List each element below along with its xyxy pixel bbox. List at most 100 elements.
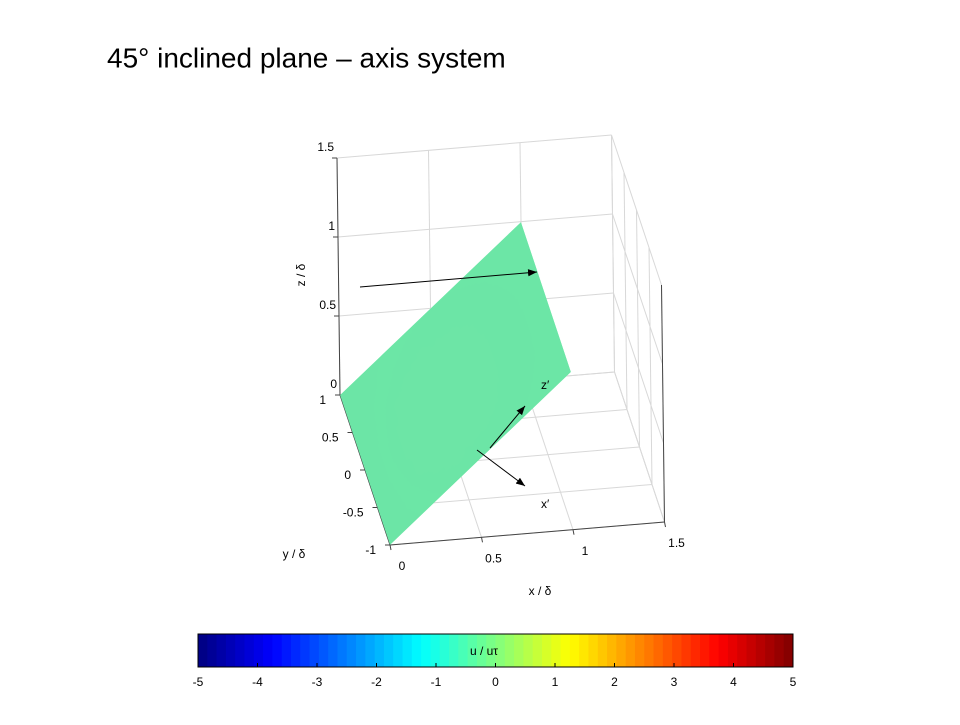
colorbar-cell xyxy=(709,634,720,667)
grid-line xyxy=(336,134,612,159)
grid-line xyxy=(611,134,662,286)
colorbar-cell xyxy=(504,634,515,667)
colorbar: -5 -4 -3 -2 -1 0 1 2 3 4 5 xyxy=(193,633,797,689)
colorbar-cell xyxy=(486,634,496,667)
colorbar-cell xyxy=(765,634,775,667)
colorbar-cell xyxy=(625,634,636,667)
colorbar-cell xyxy=(755,634,766,667)
colorbar-cell xyxy=(579,634,589,667)
tick xyxy=(664,521,666,528)
colorbar-cell xyxy=(439,634,450,667)
colorbar-tick-label: 1 xyxy=(552,675,559,689)
colorbar-cell xyxy=(597,634,608,667)
colorbar-cell xyxy=(700,634,710,667)
colorbar-cell xyxy=(588,634,599,667)
colorbar-cell xyxy=(532,634,543,667)
colorbar-cell xyxy=(737,634,748,667)
colorbar-cell xyxy=(523,634,534,667)
colorbar-tick-label: -1 xyxy=(431,675,442,689)
annotation: x′ xyxy=(541,497,550,511)
colorbar-cell xyxy=(514,634,524,667)
colorbar-tick-label: 4 xyxy=(730,675,737,689)
colorbar-tick-label: -5 xyxy=(193,675,204,689)
colorbar-cell xyxy=(421,634,431,667)
colorbar-tick-label: 0 xyxy=(492,675,499,689)
colorbar-cell xyxy=(337,634,348,667)
colorbar-tick-label: 2 xyxy=(611,675,618,689)
x-tick-label: 1 xyxy=(582,544,589,558)
z-tick-label: 0.5 xyxy=(319,298,336,312)
colorbar-cell xyxy=(430,634,441,667)
arrow xyxy=(489,405,526,449)
y-axis-label: y / δ xyxy=(283,547,306,561)
colorbar-cell xyxy=(225,634,236,667)
colorbar-cell xyxy=(467,634,478,667)
colorbar-cell xyxy=(253,634,264,667)
y-tick-label: 0.5 xyxy=(322,431,339,445)
colorbar-cell xyxy=(198,634,208,667)
colorbar-cell xyxy=(365,634,376,667)
colorbar-cell xyxy=(690,634,701,667)
colorbar-cell xyxy=(309,634,320,667)
z-axis-label: z / δ xyxy=(294,263,308,286)
grid-line xyxy=(612,213,663,365)
colorbar-cell xyxy=(616,634,627,667)
colorbar-cell xyxy=(476,634,487,667)
colorbar-label: u / uτ xyxy=(470,644,498,658)
x-tick-label: 0 xyxy=(399,559,406,573)
colorbar-cell xyxy=(746,634,757,667)
z-tick-label: 1 xyxy=(328,219,335,233)
colorbar-cell xyxy=(495,634,506,667)
y-tick-label: 0 xyxy=(344,468,351,482)
colorbar-cell xyxy=(634,634,645,667)
colorbar-cell xyxy=(393,634,404,667)
grid-line xyxy=(614,371,665,523)
grid-line xyxy=(611,134,615,373)
x-axis-label: x / δ xyxy=(529,584,552,598)
colorbar-cell xyxy=(244,634,255,667)
grid-line xyxy=(337,213,613,238)
axis-line xyxy=(389,521,665,546)
colorbar-cell xyxy=(560,634,571,667)
colorbar-cell xyxy=(607,634,617,667)
colorbar-tick-label: 3 xyxy=(671,675,678,689)
tick xyxy=(572,529,575,535)
title: 45° inclined plane – axis system xyxy=(107,42,506,73)
axis-line xyxy=(336,157,341,396)
colorbar-cell xyxy=(356,634,366,667)
colorbar-cell xyxy=(216,634,227,667)
colorbar-cell xyxy=(281,634,292,667)
colorbar-cell xyxy=(783,634,794,667)
colorbar-tick-label: 5 xyxy=(790,675,797,689)
tick xyxy=(389,544,392,551)
colorbar-cell xyxy=(374,634,385,667)
colorbar-cell xyxy=(541,634,552,667)
arrow xyxy=(476,449,526,487)
grid-line xyxy=(623,172,628,410)
colorbar-cell xyxy=(290,634,301,667)
colorbar-cell xyxy=(644,634,655,667)
colorbar-cell xyxy=(207,634,218,667)
z-tick-label: 0 xyxy=(330,377,337,391)
colorbar-cell xyxy=(653,634,664,667)
colorbar-tick-label: -3 xyxy=(312,675,323,689)
colorbar-cell xyxy=(672,634,682,667)
axis-line xyxy=(661,284,665,523)
colorbar-cell xyxy=(263,634,273,667)
x-tick-label: 1.5 xyxy=(668,536,685,550)
colorbar-cell xyxy=(235,634,245,667)
colorbar-cell xyxy=(449,634,459,667)
z-tick-label: 1.5 xyxy=(317,140,334,154)
y-tick-label: 1 xyxy=(319,393,326,407)
colorbar-cell xyxy=(328,634,338,667)
colorbar-cell xyxy=(718,634,729,667)
arrow xyxy=(359,269,538,288)
colorbar-cell xyxy=(551,634,562,667)
colorbar-cell xyxy=(318,634,329,667)
grid-line xyxy=(636,209,640,448)
colorbar-cell xyxy=(681,634,692,667)
colorbar-cell xyxy=(272,634,283,667)
colorbar-cell xyxy=(300,634,311,667)
tick xyxy=(481,537,483,543)
